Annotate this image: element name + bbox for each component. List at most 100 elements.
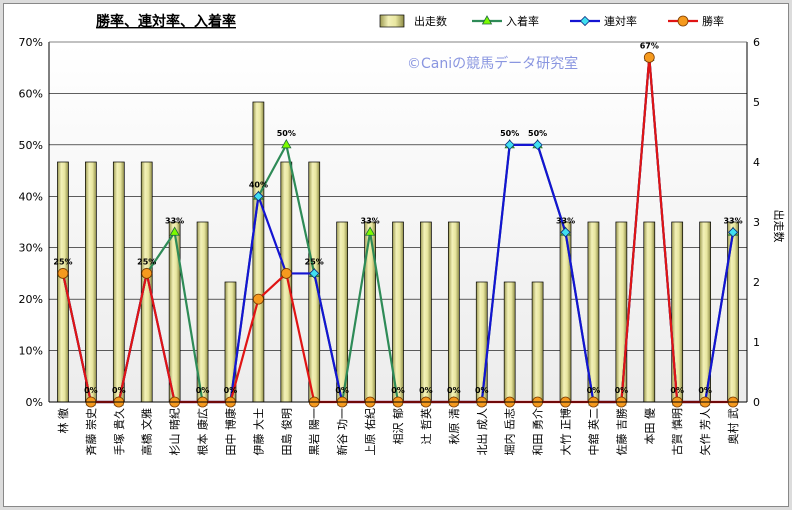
- category-label: 林 徹: [56, 408, 70, 434]
- category-label: 古賀 慎明: [670, 408, 684, 456]
- category-label: 奥村 武: [726, 408, 740, 445]
- bar: [57, 161, 69, 403]
- data-label: 33%: [165, 216, 184, 225]
- point-marker: [532, 139, 543, 150]
- data-label: 40%: [249, 180, 268, 189]
- y-right-axis-title: 出走数: [772, 210, 786, 243]
- category-label: 田中 博康: [223, 408, 237, 456]
- category-label: 佐藤 吉勝: [614, 408, 628, 456]
- chart-svg: 勝率、連対率、入着率 出走数 入着率 連対率 勝率 ©Caniの競馬データ研究室 25…: [19, 13, 786, 456]
- category-label: 本田 優: [642, 408, 656, 445]
- data-label: 0%: [224, 386, 238, 395]
- data-label: 0%: [587, 386, 601, 395]
- bar: [615, 221, 628, 403]
- bar: [112, 161, 125, 403]
- point-marker: [280, 268, 292, 279]
- category-label: 田島 俊明: [279, 408, 293, 456]
- bar: [671, 221, 684, 403]
- y-left-tick-label: 30%: [19, 242, 43, 255]
- category-label: 斉藤 崇史: [84, 408, 98, 456]
- bar: [308, 161, 321, 403]
- y-left-tick-label: 20%: [19, 293, 43, 306]
- point-marker: [141, 268, 153, 279]
- point-marker: [253, 191, 264, 202]
- chart-legend: 出走数 入着率 連対率 勝率: [379, 14, 724, 28]
- category-label: 黒岩 陽一: [307, 408, 321, 456]
- category-label: 大竹 正博: [559, 408, 573, 456]
- legend-marker: [677, 15, 689, 27]
- point-marker: [252, 293, 264, 305]
- y-left-tick-label: 60%: [19, 87, 43, 100]
- data-label: 0%: [447, 386, 461, 395]
- data-label: 33%: [723, 216, 742, 225]
- legend-label: 連対率: [604, 14, 637, 28]
- category-label: 相沢 郁: [391, 408, 405, 445]
- category-label: 上原 佑紀: [363, 408, 377, 456]
- data-label: 50%: [277, 129, 296, 138]
- chart-title: 勝率、連対率、入着率: [96, 13, 236, 30]
- point-marker: [281, 139, 292, 149]
- legend-label: 入着率: [506, 14, 539, 28]
- data-label: 33%: [556, 216, 575, 225]
- y-right-tick-label: 6: [753, 36, 760, 49]
- bar: [475, 281, 488, 403]
- y-left-tick-label: 50%: [19, 139, 43, 152]
- data-label: 0%: [419, 386, 433, 395]
- data-label: 0%: [670, 386, 684, 395]
- point-marker: [560, 227, 571, 238]
- bar: [531, 281, 544, 403]
- y-right-tick-label: 0: [753, 396, 760, 409]
- legend-swatch: [379, 14, 405, 28]
- category-label: 北出 成人: [475, 408, 489, 456]
- point-marker: [57, 268, 69, 279]
- data-label: 0%: [84, 386, 98, 395]
- y-right-tick-label: 1: [753, 336, 760, 349]
- bar: [447, 221, 460, 403]
- category-label: 矢作 芳人: [698, 408, 712, 456]
- y-right-tick-label: 3: [753, 216, 760, 229]
- chart-frame: 勝率、連対率、入着率 出走数 入着率 連対率 勝率 ©Caniの競馬データ研究室 25…: [3, 3, 789, 507]
- data-label: 33%: [361, 216, 380, 225]
- bar: [85, 161, 97, 403]
- category-label: 辻 哲英: [419, 408, 433, 445]
- data-label: 0%: [196, 386, 210, 395]
- legend-marker: [579, 15, 591, 27]
- data-label: 25%: [137, 257, 156, 266]
- data-labels: 25% 0% 0% 25% 33% 0% 0% 40% 50% 25% 0% 33% 0% 0% 0% 0% 5…: [53, 41, 742, 395]
- category-label: 秋原 清: [447, 408, 461, 445]
- axes: 0% 10% 20% 30% 40% 50% 60% 70% 0 1 2 3 4 5 6 出走数林 徹斉藤 崇…: [19, 36, 786, 456]
- bar: [280, 161, 293, 403]
- y-left-tick-label: 70%: [19, 36, 43, 49]
- watermark: ©Caniの競馬データ研究室: [407, 55, 578, 72]
- category-label: 杉山 晴紀: [168, 408, 182, 456]
- point-marker: [727, 227, 739, 238]
- data-label: 50%: [528, 129, 547, 138]
- y-left-tick-label: 10%: [19, 345, 43, 358]
- data-label: 0%: [475, 386, 489, 395]
- data-label: 25%: [53, 257, 72, 266]
- category-label: 中舘 英二: [586, 408, 600, 456]
- category-label: 伊藤 大士: [251, 408, 265, 456]
- category-label: 堀内 岳志: [503, 408, 517, 456]
- category-label: 高橋 文雅: [140, 408, 154, 456]
- category-label: 根本 康広: [196, 408, 210, 456]
- point-marker: [169, 226, 180, 236]
- y-right-tick-label: 5: [753, 96, 760, 109]
- point-marker: [364, 226, 376, 236]
- category-label: 手塚 貴久: [112, 408, 126, 456]
- data-label: 0%: [615, 386, 629, 395]
- point-marker: [504, 139, 515, 150]
- bar: [643, 221, 656, 403]
- bar: [503, 281, 516, 403]
- y-left-tick-label: 0%: [26, 396, 43, 409]
- bar: [252, 101, 265, 403]
- legend-marker: [481, 15, 493, 25]
- category-label: 和田 勇介: [532, 408, 545, 456]
- data-label: 0%: [698, 386, 712, 395]
- data-label: 0%: [335, 386, 349, 395]
- data-label: 67%: [640, 41, 659, 50]
- data-label: 0%: [391, 386, 405, 395]
- bar: [140, 161, 153, 403]
- data-label: 50%: [500, 129, 519, 138]
- bars-series: [57, 101, 739, 403]
